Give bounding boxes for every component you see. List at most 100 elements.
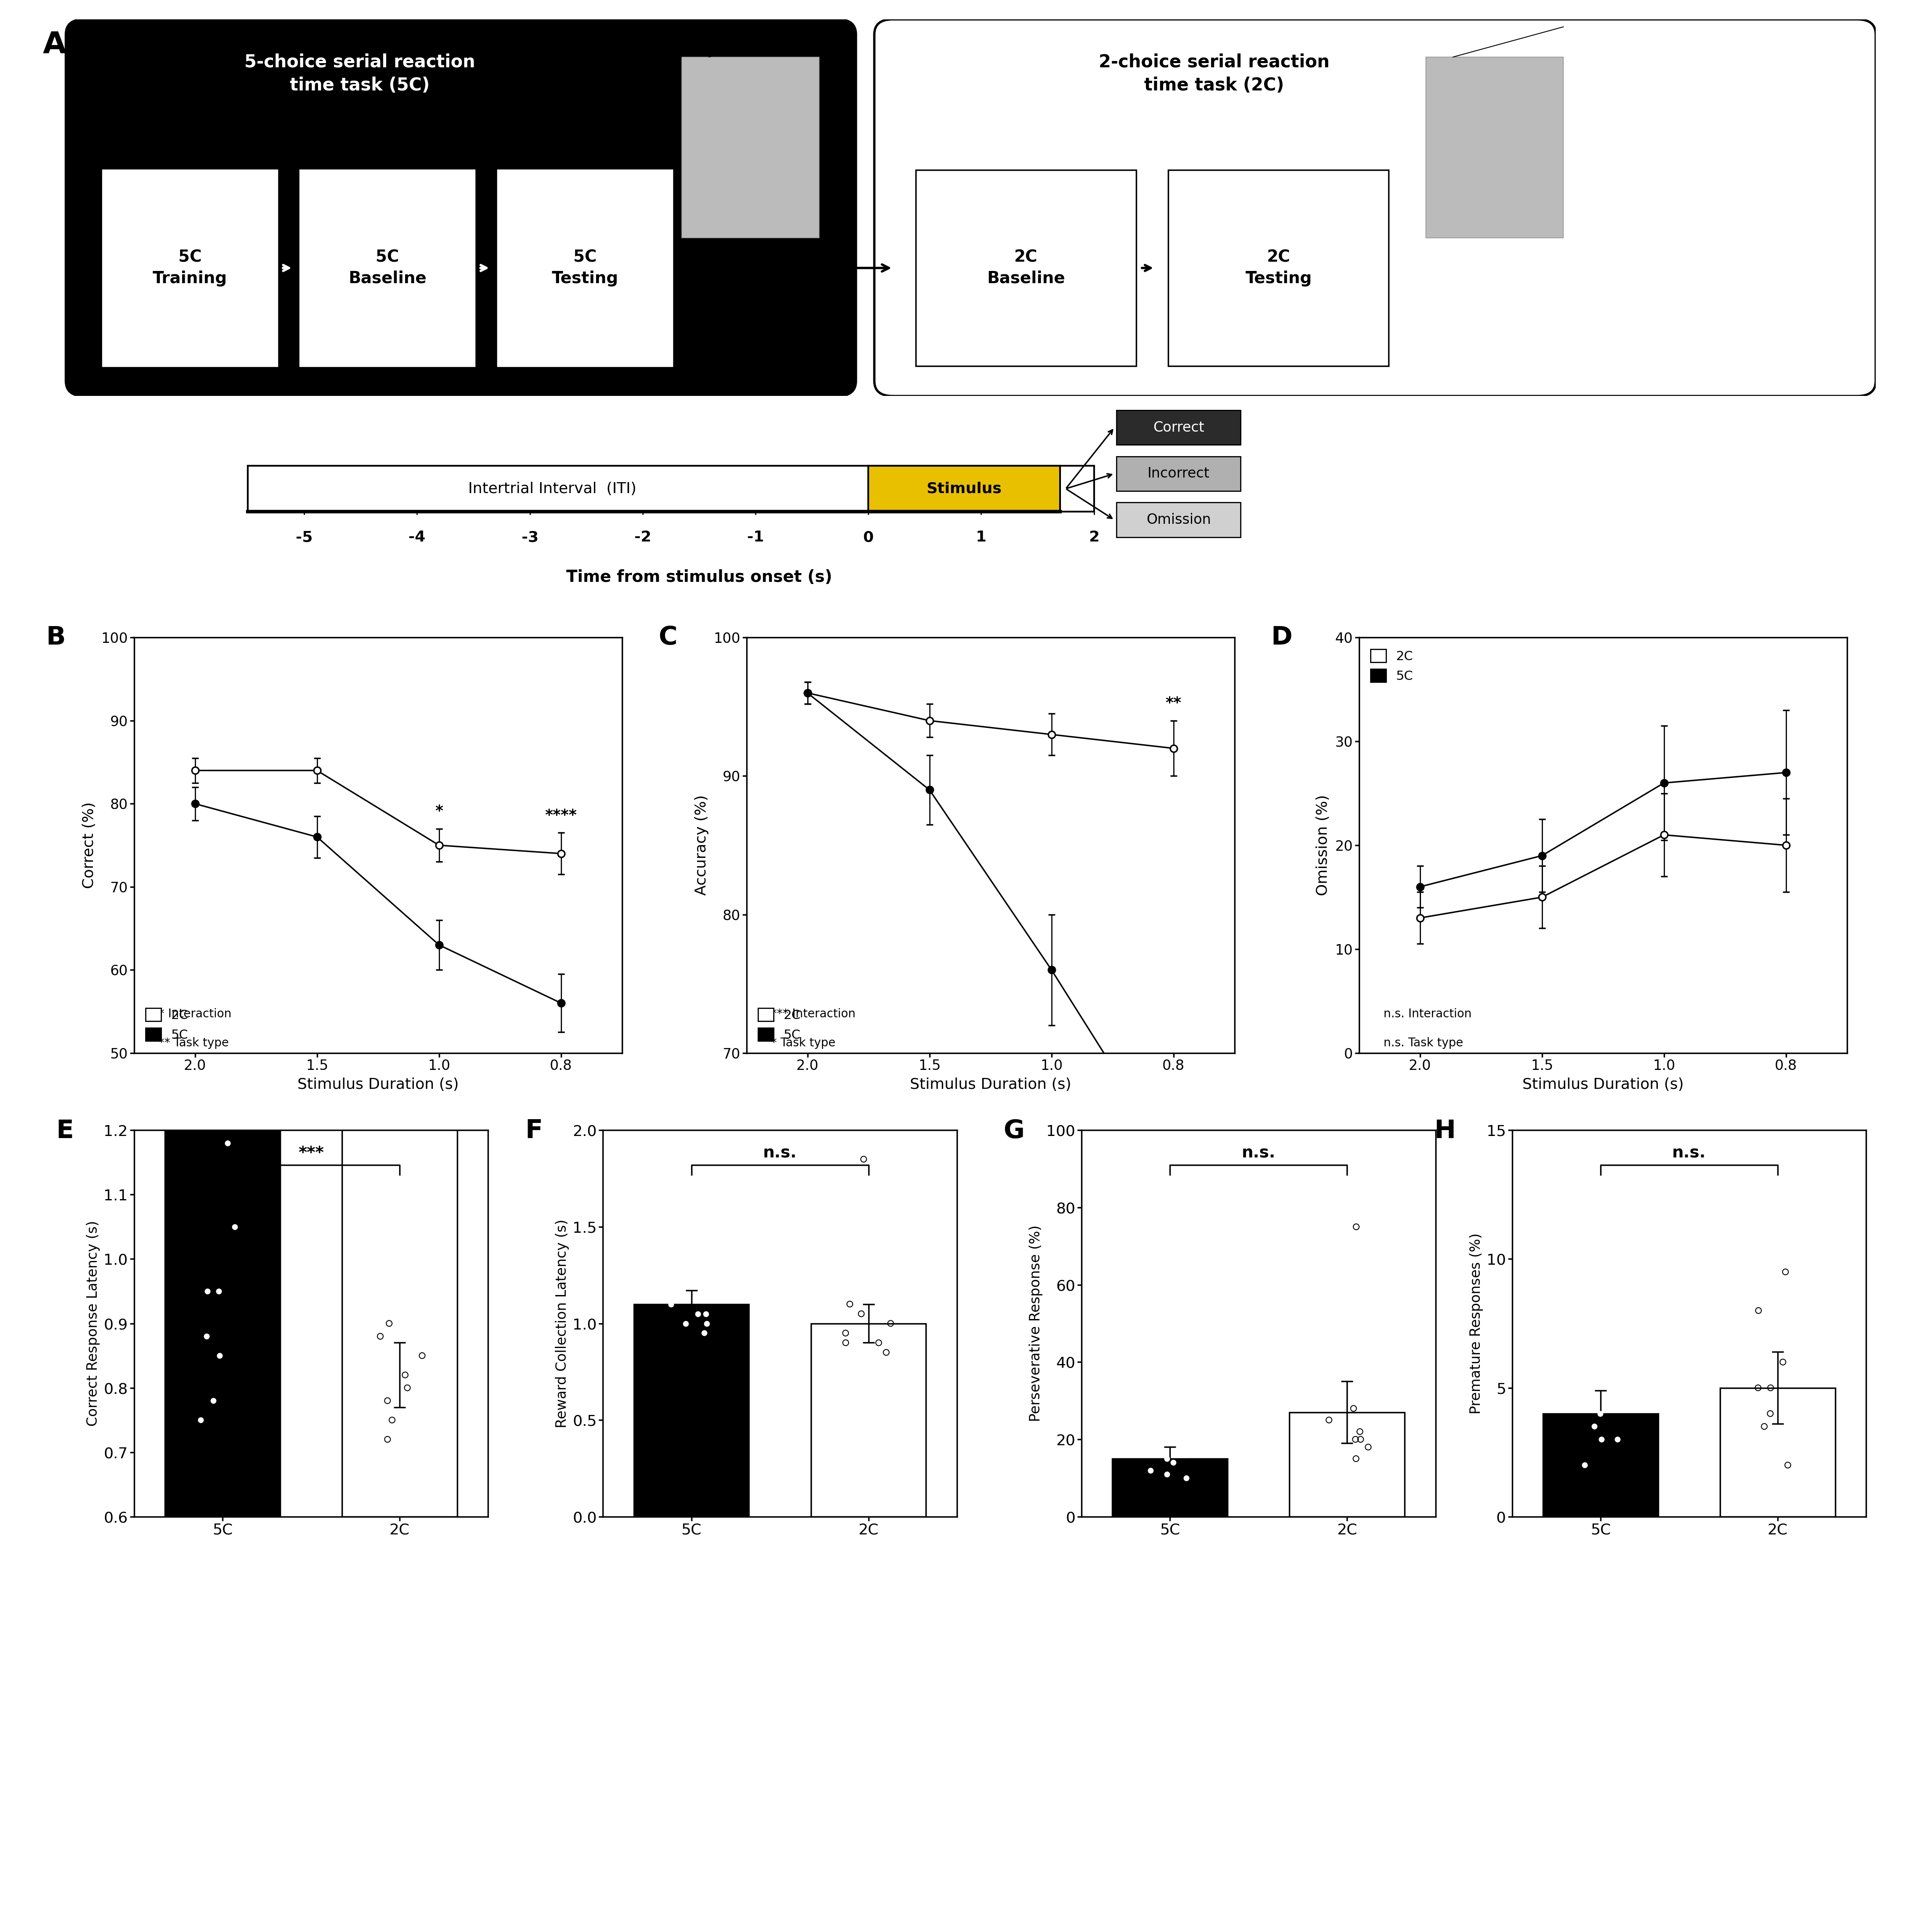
Point: [846, 1298, 877, 1329]
Point: [1152, 1443, 1183, 1474]
Y-axis label: Reward Collection Latency (s): Reward Collection Latency (s): [555, 1219, 568, 1428]
Point: [1340, 1443, 1370, 1474]
Text: 5-choice serial reaction
time task (5C): 5-choice serial reaction time task (5C): [245, 54, 475, 95]
Text: H: H: [1434, 1119, 1457, 1144]
Point: [1152, 1459, 1183, 1490]
Point: [1585, 1399, 1615, 1430]
Text: *** Interaction: *** Interaction: [771, 1009, 856, 1020]
Y-axis label: Premature Responses (%): Premature Responses (%): [1470, 1233, 1483, 1414]
Point: [390, 1360, 421, 1391]
Point: [191, 1275, 222, 1306]
Point: [1755, 1399, 1786, 1430]
Text: F: F: [524, 1119, 542, 1144]
Point: [657, 1289, 687, 1320]
Text: n.s. Interaction: n.s. Interaction: [1384, 1009, 1472, 1020]
Text: 2: 2: [1089, 529, 1099, 545]
Text: Correct: Correct: [1152, 421, 1204, 435]
Point: [1602, 1424, 1633, 1455]
Bar: [1543, 1414, 1658, 1517]
X-axis label: Stimulus Duration (s): Stimulus Duration (s): [297, 1078, 459, 1092]
Point: [848, 1144, 879, 1175]
Point: [1346, 1424, 1376, 1455]
Point: [1767, 1347, 1797, 1378]
Text: Incorrect: Incorrect: [1148, 468, 1210, 481]
Point: [1353, 1432, 1384, 1463]
Point: [831, 1318, 861, 1349]
Point: [1173, 1432, 1204, 1463]
Point: [197, 1385, 228, 1416]
Text: **: **: [1166, 696, 1181, 711]
Text: * Interaction: * Interaction: [159, 1009, 232, 1020]
Legend: 2C, 5C: 2C, 5C: [140, 1003, 193, 1047]
Text: 1: 1: [976, 529, 986, 545]
FancyBboxPatch shape: [681, 56, 819, 238]
X-axis label: Stimulus Duration (s): Stimulus Duration (s): [909, 1078, 1072, 1092]
Text: -2: -2: [634, 529, 651, 545]
Point: [1313, 1405, 1344, 1435]
FancyBboxPatch shape: [103, 170, 278, 365]
Text: n.s. Task type: n.s. Task type: [1384, 1037, 1462, 1049]
Point: [657, 1269, 687, 1300]
Bar: [634, 1304, 748, 1517]
Text: 5C
Training: 5C Training: [153, 249, 228, 286]
Point: [1598, 1372, 1629, 1403]
Point: [1338, 1393, 1369, 1424]
Text: Omission: Omission: [1146, 512, 1212, 527]
Point: [1137, 1424, 1168, 1455]
Point: [697, 1279, 727, 1310]
Point: [1169, 1439, 1200, 1470]
FancyBboxPatch shape: [65, 19, 856, 396]
Bar: [1112, 1459, 1227, 1517]
Text: 0: 0: [863, 529, 873, 545]
Text: -1: -1: [746, 529, 764, 545]
FancyBboxPatch shape: [247, 466, 1095, 512]
Point: [1569, 1449, 1600, 1480]
X-axis label: Stimulus Duration (s): Stimulus Duration (s): [1522, 1078, 1684, 1092]
Point: [392, 1372, 423, 1403]
Point: [366, 1321, 396, 1352]
Point: [1340, 1424, 1370, 1455]
Point: [1135, 1455, 1166, 1486]
Point: [875, 1308, 905, 1339]
Text: D: D: [1271, 626, 1292, 649]
FancyBboxPatch shape: [869, 466, 1060, 512]
Text: Stimulus: Stimulus: [926, 481, 1001, 497]
Point: [691, 1298, 722, 1329]
Text: A: A: [42, 31, 67, 60]
Text: -3: -3: [521, 529, 538, 545]
Point: [1744, 1294, 1774, 1325]
Text: -4: -4: [408, 529, 425, 545]
Text: n.s.: n.s.: [1673, 1146, 1705, 1161]
Point: [1344, 1416, 1374, 1447]
Text: ****: ****: [545, 808, 576, 823]
Point: [670, 1308, 701, 1339]
Text: *: *: [434, 804, 442, 819]
Bar: [165, 873, 279, 1517]
Point: [191, 1321, 222, 1352]
Text: 2C
Testing: 2C Testing: [1246, 249, 1311, 286]
Bar: [343, 989, 457, 1517]
Point: [212, 1128, 243, 1159]
Point: [1755, 1372, 1786, 1403]
Text: 5C
Testing: 5C Testing: [551, 249, 618, 286]
Point: [1342, 1211, 1372, 1242]
Point: [377, 1405, 408, 1435]
Point: [1749, 1410, 1780, 1441]
Point: [203, 1275, 234, 1306]
Y-axis label: Correct Response Latency (s): Correct Response Latency (s): [86, 1221, 100, 1426]
Point: [1604, 1283, 1635, 1314]
Y-axis label: Correct (%): Correct (%): [82, 802, 96, 889]
Text: Time from stimulus onset (s): Time from stimulus onset (s): [567, 570, 833, 585]
Point: [1171, 1463, 1202, 1493]
Text: Intertrial Interval  (ITI): Intertrial Interval (ITI): [469, 481, 637, 497]
Point: [1568, 1385, 1598, 1416]
Point: [871, 1337, 901, 1368]
Y-axis label: Perseverative Response (%): Perseverative Response (%): [1030, 1225, 1043, 1422]
Y-axis label: Accuracy (%): Accuracy (%): [695, 794, 708, 896]
Legend: 2C, 5C: 2C, 5C: [1365, 643, 1418, 688]
Point: [835, 1289, 865, 1320]
Text: 2C
Baseline: 2C Baseline: [988, 249, 1064, 286]
Point: [863, 1327, 894, 1358]
Point: [689, 1318, 720, 1349]
Point: [1772, 1449, 1803, 1480]
